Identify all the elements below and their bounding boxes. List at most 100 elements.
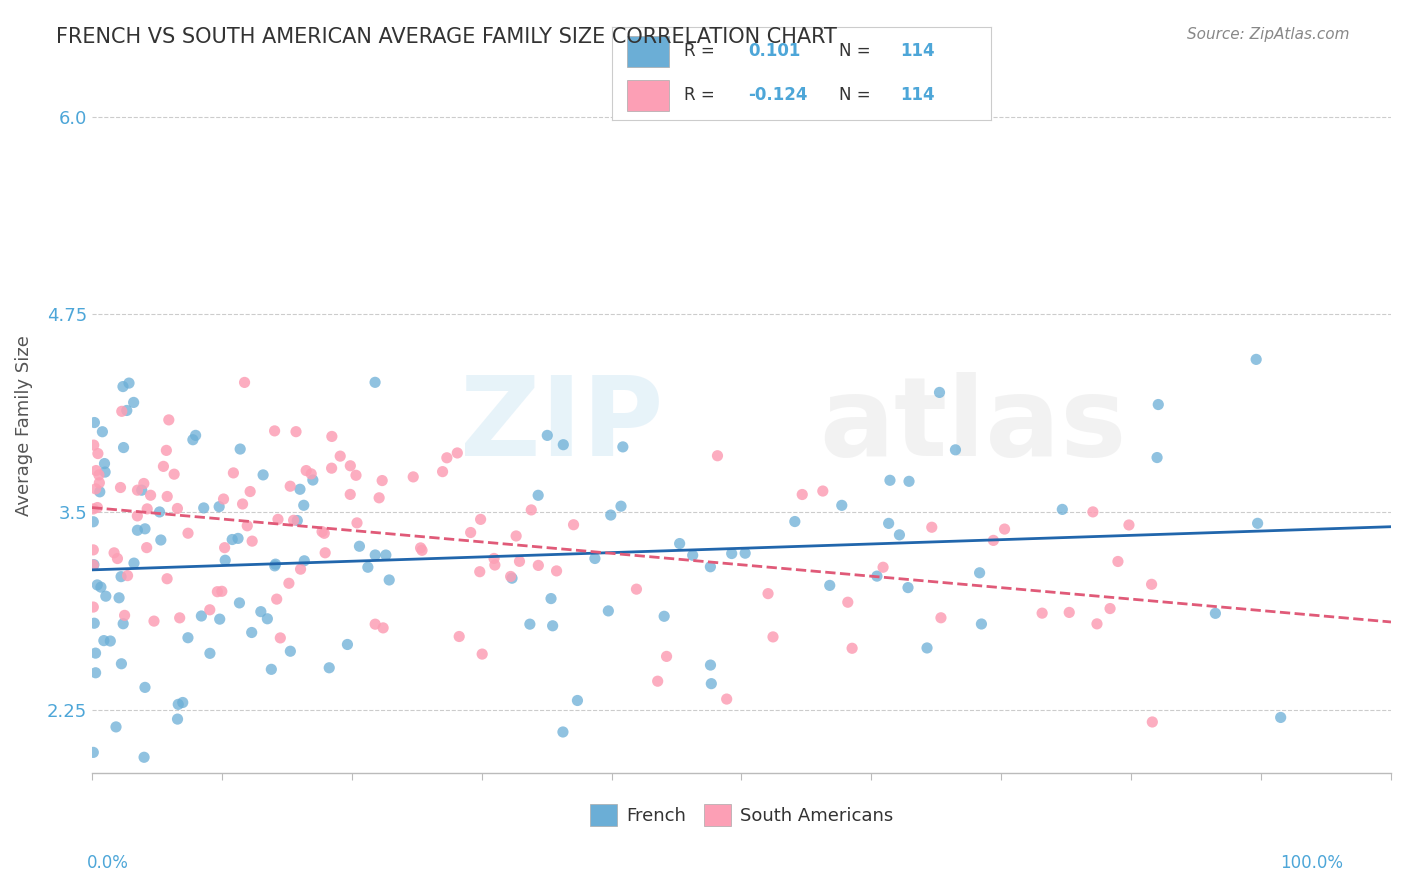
Point	[553, 438, 575, 452]
Point	[1204, 607, 1226, 621]
Point	[1031, 606, 1053, 620]
Point	[190, 609, 212, 624]
Point	[118, 376, 141, 390]
Point	[700, 676, 723, 690]
Point	[969, 566, 991, 580]
Point	[83, 416, 105, 430]
Point	[207, 584, 229, 599]
Point	[983, 533, 1005, 548]
Point	[280, 644, 302, 658]
Point	[1107, 554, 1129, 568]
Point	[228, 596, 250, 610]
Point	[339, 458, 361, 473]
Point	[84, 646, 107, 660]
Point	[132, 476, 155, 491]
Point	[612, 440, 634, 454]
Point	[536, 428, 558, 442]
Point	[288, 483, 311, 497]
Point	[98, 634, 121, 648]
Point	[111, 404, 134, 418]
Point	[105, 720, 128, 734]
Point	[198, 603, 221, 617]
Text: N =: N =	[839, 87, 870, 104]
Point	[1085, 616, 1108, 631]
Point	[208, 500, 231, 514]
Point	[229, 442, 252, 456]
Point	[181, 433, 204, 447]
Point	[94, 465, 117, 479]
Point	[82, 558, 104, 572]
Point	[211, 584, 233, 599]
Point	[1246, 516, 1268, 531]
Point	[155, 443, 177, 458]
Point	[499, 569, 522, 583]
Point	[166, 712, 188, 726]
Point	[292, 554, 315, 568]
Point	[792, 487, 814, 501]
Point	[668, 536, 690, 550]
Point	[898, 475, 921, 489]
Point	[682, 549, 704, 563]
Legend: French, South Americans: French, South Americans	[582, 797, 900, 833]
Point	[240, 625, 263, 640]
Point	[314, 526, 336, 541]
Point	[311, 524, 333, 539]
Point	[436, 450, 458, 465]
Point	[110, 481, 132, 495]
Point	[655, 649, 678, 664]
Point	[583, 551, 606, 566]
Point	[877, 516, 900, 531]
Point	[527, 558, 550, 573]
Point	[567, 693, 589, 707]
Point	[1270, 710, 1292, 724]
Point	[163, 467, 186, 482]
Point	[84, 482, 107, 496]
Point	[111, 379, 134, 393]
Point	[527, 488, 550, 502]
Point	[122, 395, 145, 409]
Point	[139, 488, 162, 502]
Point	[505, 529, 527, 543]
Point	[339, 487, 361, 501]
Point	[970, 617, 993, 632]
Point	[156, 572, 179, 586]
Point	[222, 466, 245, 480]
Point	[336, 638, 359, 652]
Point	[283, 513, 305, 527]
Point	[198, 646, 221, 660]
Point	[84, 464, 107, 478]
Point	[945, 442, 967, 457]
Point	[460, 525, 482, 540]
Text: ZIP: ZIP	[460, 372, 664, 479]
Point	[1081, 505, 1104, 519]
Point	[470, 512, 492, 526]
Point	[115, 403, 138, 417]
Point	[652, 609, 675, 624]
Text: R =: R =	[683, 87, 714, 104]
Point	[117, 568, 139, 582]
Point	[1057, 606, 1080, 620]
Point	[148, 505, 170, 519]
Point	[446, 446, 468, 460]
Point	[82, 515, 104, 529]
Point	[302, 473, 325, 487]
Point	[83, 616, 105, 631]
Point	[329, 449, 352, 463]
Text: FRENCH VS SOUTH AMERICAN AVERAGE FAMILY SIZE CORRELATION CHART: FRENCH VS SOUTH AMERICAN AVERAGE FAMILY …	[56, 27, 837, 46]
Point	[364, 617, 387, 632]
Point	[212, 491, 235, 506]
Point	[610, 499, 633, 513]
Point	[321, 429, 343, 443]
Point	[520, 503, 543, 517]
Point	[364, 376, 387, 390]
Point	[402, 470, 425, 484]
Point	[318, 661, 340, 675]
Point	[1099, 601, 1122, 615]
Point	[706, 449, 728, 463]
Point	[214, 553, 236, 567]
Point	[110, 657, 132, 671]
Text: 114: 114	[900, 87, 935, 104]
Point	[232, 497, 254, 511]
Point	[371, 474, 394, 488]
Point	[921, 520, 943, 534]
